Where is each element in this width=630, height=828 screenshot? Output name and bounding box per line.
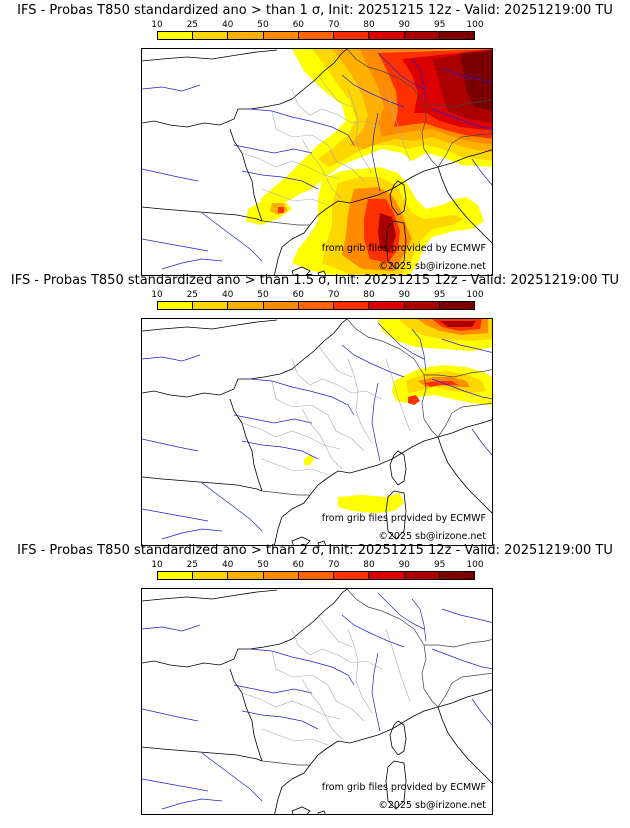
scale-label: 25	[186, 290, 199, 300]
scale-cell	[298, 572, 335, 579]
scale-label: 100	[466, 290, 484, 300]
probability-map: from grib files provided by ECMWF ©2025 …	[141, 48, 493, 276]
scale-label: 50	[257, 20, 269, 30]
scale-label: 60	[292, 290, 305, 300]
scale-label: 100	[466, 20, 484, 30]
scale-cell	[369, 302, 405, 309]
scale-cell	[439, 572, 474, 579]
map-canvas	[142, 49, 492, 275]
scale-cell	[439, 32, 474, 39]
panel-title: IFS - Probas T850 standardized ano > tha…	[17, 3, 613, 18]
scale-label: 40	[221, 560, 234, 570]
scale-label: 90	[398, 20, 411, 30]
scale-label: 10	[151, 20, 163, 30]
probability-map: from grib files provided by ECMWF ©2025 …	[141, 318, 493, 546]
color-scale: 10 25 40 50 60 70 80 90 95 100	[151, 560, 484, 582]
map-canvas	[142, 319, 492, 545]
scale-label: 95	[433, 560, 446, 570]
data-source-credit: from grib files provided by ECMWF	[321, 243, 486, 254]
scale-cell	[158, 572, 194, 579]
scale-cell	[334, 572, 370, 579]
scale-label: 80	[363, 290, 375, 300]
probability-fields	[304, 319, 492, 513]
scale-label: 90	[398, 560, 411, 570]
copyright-credit: ©2025 sb@irizone.net	[378, 261, 486, 272]
copyright-credit: ©2025 sb@irizone.net	[378, 800, 486, 811]
panel-title: IFS - Probas T850 standardized ano > tha…	[17, 543, 613, 558]
color-scale: 10 25 40 50 60 70 80 90 95 100	[151, 20, 484, 42]
map-panel-2: IFS - Probas T850 standardized ano > tha…	[0, 270, 630, 546]
scale-cell	[193, 302, 229, 309]
scale-cell	[263, 572, 299, 579]
scale-cell	[404, 302, 440, 309]
scale-cell	[263, 32, 299, 39]
scale-bar	[157, 301, 475, 310]
scale-cell	[263, 302, 299, 309]
scale-label: 25	[186, 560, 199, 570]
scale-cell	[369, 32, 405, 39]
scale-label: 60	[292, 560, 305, 570]
scale-label: 50	[257, 560, 269, 570]
scale-label: 70	[327, 20, 340, 30]
panel-title: IFS - Probas T850 standardized ano > tha…	[10, 273, 620, 288]
scale-cell	[298, 302, 335, 309]
scale-label: 10	[151, 560, 163, 570]
scale-cell	[298, 32, 335, 39]
data-source-credit: from grib files provided by ECMWF	[321, 513, 486, 524]
scale-label: 90	[398, 290, 411, 300]
color-scale: 10 25 40 50 60 70 80 90 95 100	[151, 290, 484, 312]
probability-fields	[246, 49, 492, 275]
scale-label: 70	[327, 560, 340, 570]
scale-bar	[157, 571, 475, 580]
scale-cell	[193, 32, 229, 39]
scale-label: 100	[466, 560, 484, 570]
scale-label: 60	[292, 20, 305, 30]
scale-label: 80	[363, 560, 375, 570]
scale-label: 40	[221, 290, 234, 300]
scale-cell	[334, 302, 370, 309]
scale-label: 95	[433, 20, 446, 30]
scale-label: 10	[151, 290, 163, 300]
scale-label: 50	[257, 290, 269, 300]
scale-label: 40	[221, 20, 234, 30]
scale-cell	[158, 302, 194, 309]
scale-cell	[334, 32, 370, 39]
scale-cell	[369, 572, 405, 579]
scale-cell	[193, 572, 229, 579]
scale-label: 25	[186, 20, 199, 30]
scale-cell	[404, 32, 440, 39]
scale-label: 95	[433, 290, 446, 300]
scale-cell	[158, 32, 194, 39]
copyright-credit: ©2025 sb@irizone.net	[378, 531, 486, 542]
map-panel-1: IFS - Probas T850 standardized ano > tha…	[0, 0, 630, 276]
scale-label: 80	[363, 20, 375, 30]
scale-label: 70	[327, 290, 340, 300]
scale-cell	[228, 572, 264, 579]
map-panel-3: IFS - Probas T850 standardized ano > tha…	[0, 540, 630, 816]
scale-cell	[228, 302, 264, 309]
probability-map: from grib files provided by ECMWF ©2025 …	[141, 588, 493, 815]
scale-cell	[404, 572, 440, 579]
scale-bar	[157, 31, 475, 40]
scale-cell	[228, 32, 264, 39]
data-source-credit: from grib files provided by ECMWF	[321, 782, 486, 793]
scale-cell	[439, 302, 474, 309]
